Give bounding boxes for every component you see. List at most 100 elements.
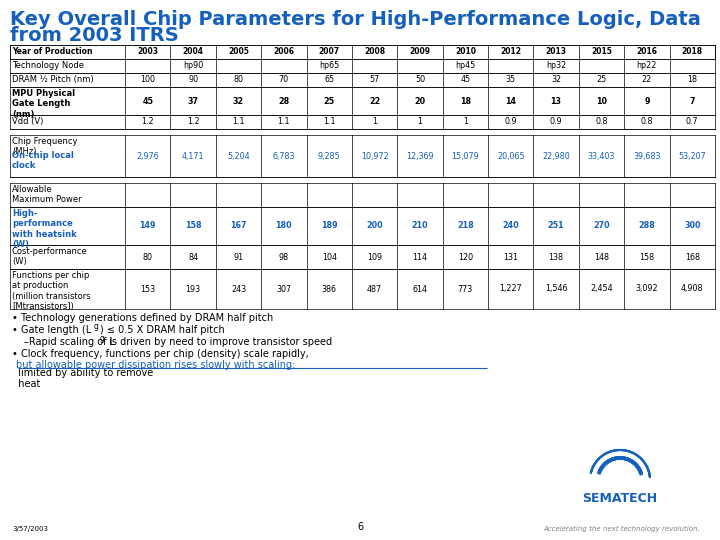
Text: 193: 193 [186, 285, 201, 294]
Bar [10, 269, 715, 309]
Text: 1.1: 1.1 [278, 118, 290, 126]
Text: On-chip local
clock: On-chip local clock [12, 151, 74, 171]
Text: 1: 1 [372, 118, 377, 126]
Text: 22: 22 [642, 76, 652, 84]
Text: 168: 168 [685, 253, 700, 261]
Text: 10: 10 [596, 97, 607, 105]
Text: 0.8: 0.8 [595, 118, 608, 126]
Text: 2,454: 2,454 [590, 285, 613, 294]
Text: limited by ability to remove: limited by ability to remove [12, 368, 153, 378]
Text: 5,204: 5,204 [227, 152, 250, 160]
Text: hp22: hp22 [636, 62, 657, 71]
Text: 243: 243 [231, 285, 246, 294]
Text: 1,227: 1,227 [500, 285, 522, 294]
Text: 3/57/2003: 3/57/2003 [12, 526, 48, 532]
Text: 37: 37 [188, 97, 199, 105]
Text: 100: 100 [140, 76, 156, 84]
Text: High-
performance
with heatsink
(W): High- performance with heatsink (W) [12, 209, 77, 249]
Text: Vdd (V): Vdd (V) [12, 117, 43, 126]
Text: 80: 80 [143, 253, 153, 261]
Text: hp32: hp32 [546, 62, 566, 71]
Text: 1.1: 1.1 [323, 118, 336, 126]
Bar [10, 245, 715, 269]
Text: 158: 158 [185, 221, 202, 231]
Text: hp65: hp65 [319, 62, 339, 71]
Text: 153: 153 [140, 285, 156, 294]
Text: 1,546: 1,546 [545, 285, 567, 294]
Bar [10, 73, 715, 87]
Text: heat: heat [12, 379, 40, 389]
Text: 65: 65 [324, 76, 334, 84]
Text: 307: 307 [276, 285, 292, 294]
Text: 50: 50 [415, 76, 425, 84]
Text: 1.2: 1.2 [141, 118, 154, 126]
Text: 2004: 2004 [183, 47, 204, 56]
Text: Chip Frequency
(MHz): Chip Frequency (MHz) [12, 137, 78, 157]
Text: 288: 288 [639, 221, 655, 231]
Text: 6: 6 [357, 522, 363, 532]
Text: 1: 1 [418, 118, 423, 126]
Text: but allowable power dissipation rises slowly with scaling:: but allowable power dissipation rises sl… [16, 360, 295, 370]
Text: 2008: 2008 [364, 47, 385, 56]
Text: is driven by need to improve transistor speed: is driven by need to improve transistor … [106, 337, 332, 347]
Bar [10, 59, 715, 73]
Text: 80: 80 [233, 76, 243, 84]
Text: 45: 45 [460, 76, 470, 84]
Text: 22,980: 22,980 [542, 152, 570, 160]
Text: 2015: 2015 [591, 47, 612, 56]
Text: 487: 487 [367, 285, 382, 294]
Text: 189: 189 [321, 221, 338, 231]
Text: 0.9: 0.9 [505, 118, 517, 126]
Text: 2007: 2007 [319, 47, 340, 56]
Text: 386: 386 [322, 285, 337, 294]
Text: 70: 70 [279, 76, 289, 84]
Text: –Rapid scaling of L: –Rapid scaling of L [24, 337, 115, 347]
Bar [10, 87, 715, 115]
Text: SEMATECH: SEMATECH [582, 492, 657, 505]
Text: 18: 18 [460, 97, 471, 105]
Text: 53,207: 53,207 [678, 152, 706, 160]
Text: 0.8: 0.8 [641, 118, 653, 126]
Text: 84: 84 [188, 253, 198, 261]
Text: 1: 1 [463, 118, 468, 126]
Text: 158: 158 [639, 253, 654, 261]
Text: 210: 210 [412, 221, 428, 231]
Text: 20: 20 [415, 97, 426, 105]
Text: 1.1: 1.1 [233, 118, 245, 126]
Text: Allowable
Maximum Power: Allowable Maximum Power [12, 185, 81, 205]
Text: 2006: 2006 [274, 47, 294, 56]
Text: 1.2: 1.2 [186, 118, 199, 126]
Text: 14: 14 [505, 97, 516, 105]
Text: • Technology generations defined by DRAM half pitch: • Technology generations defined by DRAM… [12, 313, 274, 323]
Text: 251: 251 [548, 221, 564, 231]
Text: 2005: 2005 [228, 47, 249, 56]
Text: 2016: 2016 [636, 47, 657, 56]
Text: 2018: 2018 [682, 47, 703, 56]
Text: 167: 167 [230, 221, 247, 231]
Text: 28: 28 [278, 97, 289, 105]
Bar [10, 45, 715, 59]
Text: 149: 149 [140, 221, 156, 231]
Bar [10, 207, 715, 245]
Text: 20,065: 20,065 [497, 152, 525, 160]
Text: 300: 300 [684, 221, 701, 231]
Text: 2009: 2009 [410, 47, 431, 56]
Text: 9: 9 [644, 97, 649, 105]
Text: 2010: 2010 [455, 47, 476, 56]
Text: 131: 131 [503, 253, 518, 261]
Text: 2,976: 2,976 [136, 152, 159, 160]
Text: 91: 91 [233, 253, 243, 261]
Text: Functions per chip
at production
(million transistors
[Mtransistors]): Functions per chip at production (millio… [12, 271, 91, 311]
Text: 45: 45 [142, 97, 153, 105]
Text: Technology Node: Technology Node [12, 61, 84, 70]
Text: Accelerating the next technology revolution.: Accelerating the next technology revolut… [544, 526, 700, 532]
Text: DRAM ½ Pitch (nm): DRAM ½ Pitch (nm) [12, 75, 94, 84]
Text: • Gate length (L: • Gate length (L [12, 325, 91, 335]
Text: 0.7: 0.7 [686, 118, 698, 126]
Text: 218: 218 [457, 221, 474, 231]
Text: 240: 240 [503, 221, 519, 231]
Text: 104: 104 [322, 253, 337, 261]
Text: MPU Physical
Gate Length
(nm): MPU Physical Gate Length (nm) [12, 89, 75, 119]
Text: 32: 32 [233, 97, 244, 105]
Text: • Clock frequency, functions per chip (density) scale rapidly,: • Clock frequency, functions per chip (d… [12, 349, 312, 359]
